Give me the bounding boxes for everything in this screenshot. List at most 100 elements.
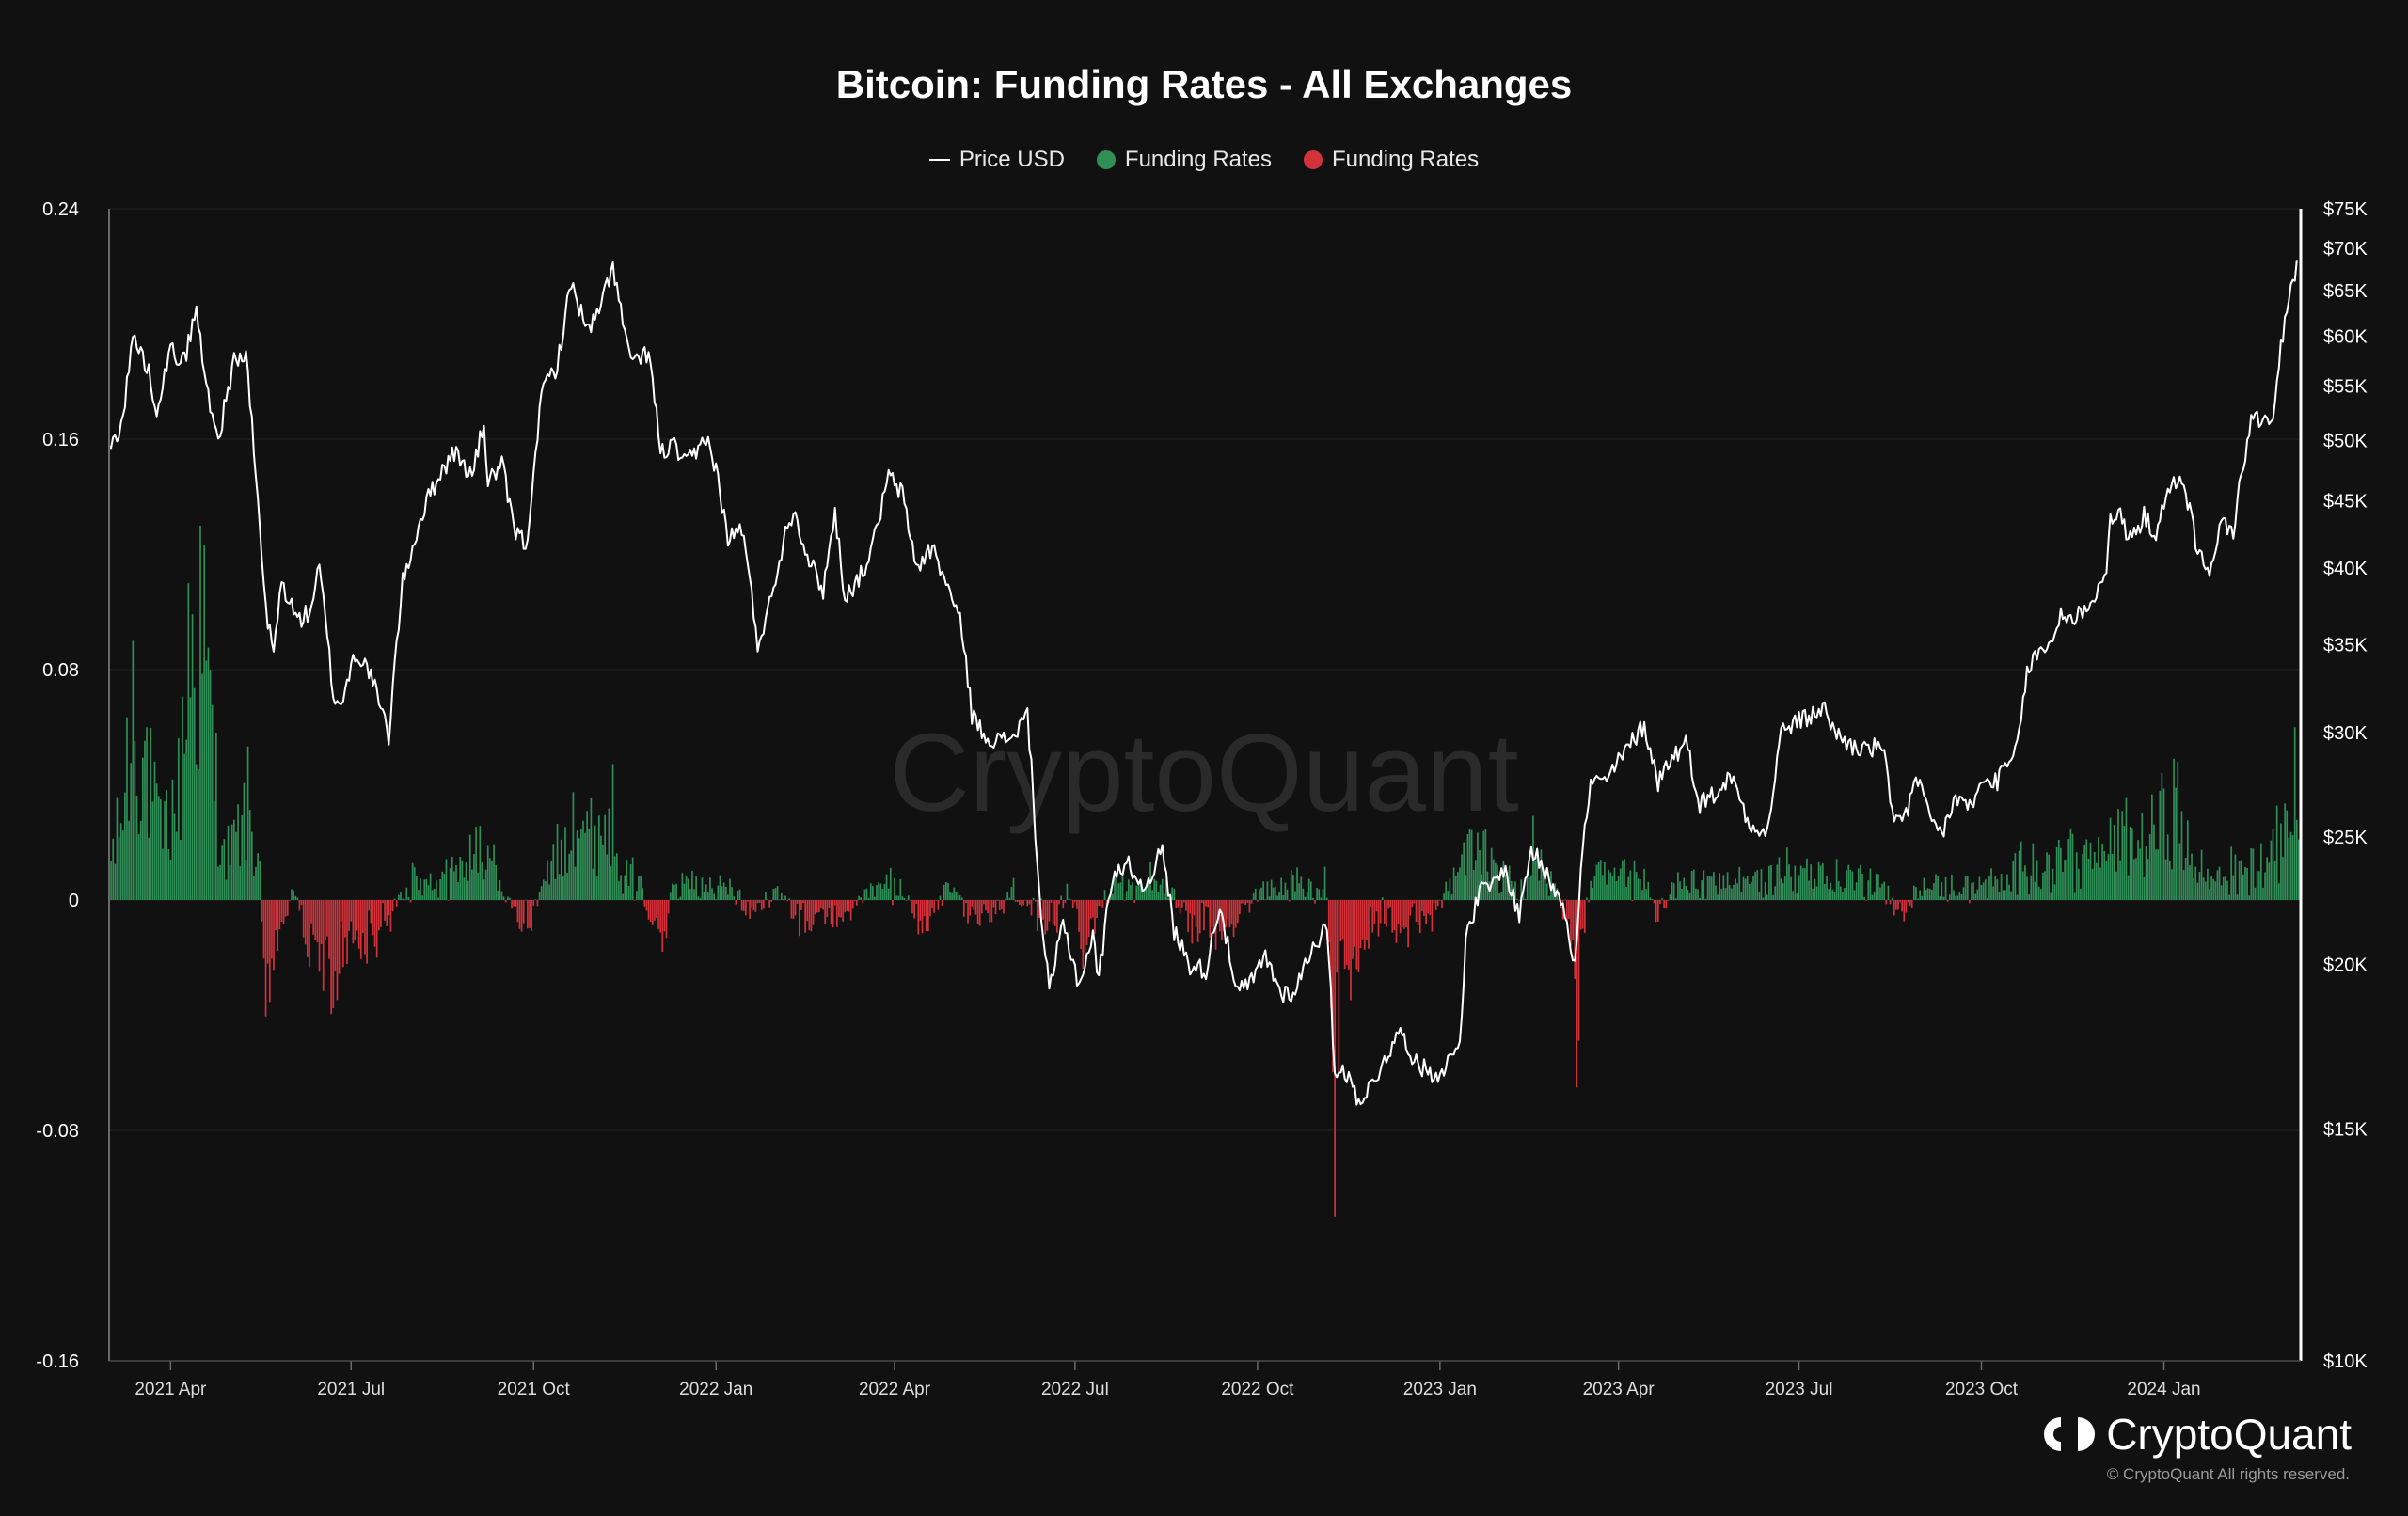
- funding-bar-positive: [2002, 890, 2004, 900]
- funding-bar-positive: [2006, 874, 2008, 900]
- funding-bar-positive: [901, 896, 904, 900]
- funding-bar-positive: [2137, 840, 2139, 900]
- funding-bar-positive: [2036, 860, 2038, 900]
- axes: [108, 209, 2303, 1370]
- funding-bar-negative: [1243, 900, 1244, 904]
- funding-bar-positive: [1710, 876, 1713, 900]
- funding-bar-positive: [2248, 895, 2251, 900]
- funding-bar-positive: [1542, 869, 1545, 900]
- funding-bar-positive: [1764, 881, 1766, 900]
- funding-bar-negative: [1133, 900, 1135, 903]
- funding-bar-positive: [112, 838, 115, 900]
- funding-bar-positive: [1736, 883, 1739, 900]
- funding-bar-positive: [1472, 869, 1475, 900]
- funding-bar-positive: [1592, 887, 1594, 900]
- funding-bar-positive: [582, 820, 584, 900]
- funding-bar-positive: [2212, 878, 2215, 900]
- funding-bar-positive: [407, 896, 410, 900]
- funding-bar-positive: [600, 835, 602, 900]
- funding-bar-positive: [1857, 868, 1860, 900]
- right-tick-label: $50K: [2323, 432, 2368, 452]
- funding-bar-positive: [232, 819, 235, 900]
- funding-bar-positive: [425, 879, 428, 900]
- funding-bar-positive: [1622, 860, 1624, 900]
- funding-bar-positive: [957, 891, 959, 900]
- funding-bar-positive: [2226, 880, 2228, 900]
- funding-bar-positive: [1828, 889, 1830, 900]
- funding-bar-positive: [2077, 868, 2080, 900]
- funding-bar-positive: [622, 893, 624, 900]
- funding-bar-positive: [468, 834, 471, 900]
- funding-bar-positive: [1839, 886, 1842, 900]
- funding-bar-negative: [758, 900, 761, 903]
- funding-bar-positive: [445, 859, 448, 900]
- funding-bar-positive: [1925, 890, 1927, 900]
- funding-bar-positive: [1780, 878, 1782, 900]
- legend-item-price[interactable]: Price USD: [928, 147, 1065, 173]
- funding-bar-positive: [1978, 876, 1981, 900]
- funding-bar-positive: [869, 883, 872, 900]
- funding-bar-positive: [2032, 843, 2035, 900]
- funding-bar-positive: [221, 845, 224, 900]
- funding-bar-positive: [1173, 888, 1176, 900]
- funding-bar-negative: [364, 900, 366, 955]
- funding-bar-positive: [629, 863, 632, 900]
- funding-bar-negative: [1248, 900, 1251, 913]
- funding-bar-positive: [2024, 865, 2026, 900]
- funding-bar-positive: [1500, 891, 1503, 900]
- right-tick-label: $60K: [2323, 327, 2368, 348]
- funding-bar-negative: [1239, 900, 1241, 915]
- funding-bar-positive: [475, 826, 477, 900]
- funding-bar-positive: [1937, 876, 1939, 900]
- funding-bar-positive: [1683, 877, 1686, 900]
- funding-bar-positive: [631, 857, 634, 900]
- funding-bar-positive: [1751, 881, 1752, 900]
- brand-logo[interactable]: CryptoQuant: [2042, 1409, 2352, 1460]
- funding-bar-negative: [798, 900, 800, 937]
- funding-bar-negative: [1021, 900, 1022, 907]
- legend-label-price: Price USD: [958, 147, 1065, 172]
- right-tick-label: $45K: [2323, 492, 2368, 513]
- funding-bar-negative: [1218, 900, 1221, 932]
- funding-bar-positive: [2004, 890, 2006, 900]
- funding-bar-positive: [907, 895, 910, 900]
- funding-bar-positive: [724, 886, 727, 900]
- funding-bar-positive: [594, 825, 596, 900]
- funding-bar-positive: [2293, 727, 2296, 900]
- funding-bar-positive: [2131, 828, 2133, 900]
- funding-bar-positive: [1821, 863, 1824, 900]
- funding-bar-positive: [679, 896, 682, 900]
- funding-bar-positive: [1690, 871, 1693, 900]
- funding-bar-positive: [151, 801, 154, 900]
- funding-bar-positive: [1754, 872, 1756, 900]
- funding-bar-positive: [225, 879, 228, 900]
- funding-bar-positive: [944, 881, 947, 900]
- legend-item-funding-positive[interactable]: Funding Rates: [1096, 147, 1272, 173]
- funding-bar-negative: [1212, 900, 1215, 934]
- funding-bar-positive: [717, 885, 720, 900]
- funding-bar-negative: [1241, 900, 1243, 904]
- funding-bar-positive: [1695, 888, 1697, 900]
- funding-bar-positive: [2020, 841, 2022, 900]
- right-tick-label: $25K: [2323, 828, 2368, 848]
- funding-bar-negative: [1401, 900, 1403, 927]
- funding-bar-negative: [1003, 900, 1005, 914]
- chart-legend: Price USD Funding Rates Funding Rates: [0, 147, 2408, 173]
- funding-bar-positive: [939, 895, 942, 900]
- legend-item-funding-negative[interactable]: Funding Rates: [1304, 147, 1479, 173]
- funding-bar-positive: [2250, 847, 2253, 900]
- funding-bar-positive: [255, 866, 257, 900]
- funding-bar-positive: [2238, 861, 2241, 900]
- funding-bar-negative: [266, 900, 269, 964]
- funding-bar-negative: [1417, 900, 1419, 926]
- funding-bar-positive: [1259, 889, 1260, 900]
- funding-bar-positive: [1790, 876, 1792, 900]
- funding-bar-positive: [1877, 874, 1879, 900]
- left-axis-ticks: 0.24 0.16 0.08 0 -0.08 -0.16: [36, 199, 79, 1372]
- funding-bar-positive: [1528, 877, 1530, 900]
- funding-bar-positive: [484, 869, 487, 900]
- funding-bar-negative: [1377, 900, 1380, 937]
- funding-bar-negative: [328, 900, 330, 959]
- funding-bar-negative: [1062, 900, 1065, 908]
- right-tick-label: $65K: [2323, 281, 2368, 302]
